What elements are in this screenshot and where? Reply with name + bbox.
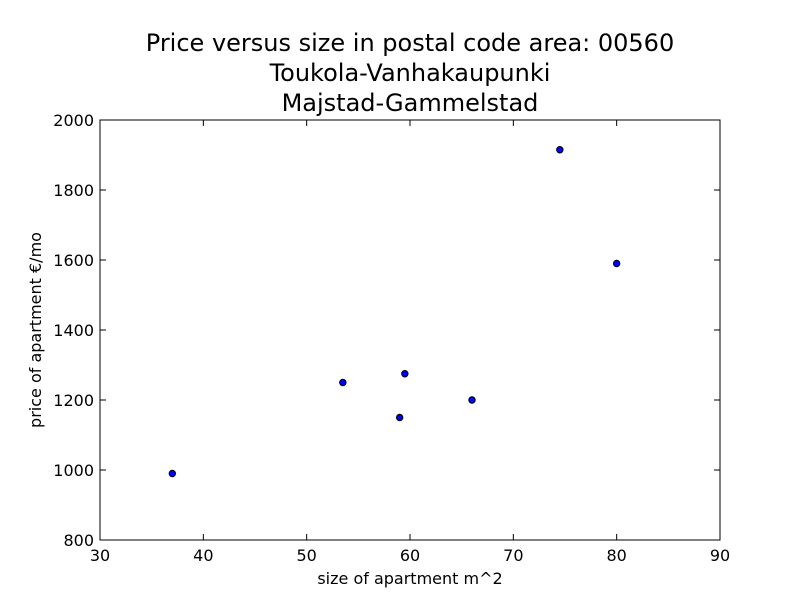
y-tick-label: 1000 <box>53 461 94 480</box>
x-ticks-group: 30 40 50 60 70 80 90 <box>90 120 730 565</box>
chart-title-line-2: Toukola-Vanhakaupunki <box>269 59 551 87</box>
data-point <box>395 413 404 422</box>
y-ticks-group: 800 1000 1200 1400 1600 1800 2000 <box>53 111 720 550</box>
y-tick-label: 1200 <box>53 391 94 410</box>
y-axis-label: price of apartment €/mo <box>26 232 45 428</box>
y-tick-label: 1800 <box>53 181 94 200</box>
chart-title-line-3: Majstad-Gammelstad <box>281 89 539 117</box>
x-tick-label: 80 <box>606 546 626 565</box>
x-axis-label: size of apartment m^2 <box>317 569 502 588</box>
data-point <box>339 378 347 387</box>
x-tick-label: 30 <box>90 546 110 565</box>
chart-title: Price versus size in postal code area: 0… <box>0 28 800 118</box>
data-point <box>556 146 564 154</box>
axes-frame-group <box>99 119 721 541</box>
y-tick-label: 2000 <box>53 111 94 130</box>
data-point <box>168 469 177 478</box>
data-points-group <box>168 146 621 478</box>
y-tick-label: 1600 <box>53 251 94 270</box>
x-tick-label: 40 <box>193 546 213 565</box>
data-point <box>468 396 476 404</box>
chart-title-line-1: Price versus size in postal code area: 0… <box>145 29 675 57</box>
data-point <box>401 370 409 378</box>
x-tick-label: 60 <box>400 546 420 565</box>
x-tick-label: 70 <box>503 546 523 565</box>
x-tick-label: 90 <box>710 546 730 565</box>
data-point <box>612 259 621 268</box>
axes-frame <box>99 119 721 541</box>
x-tick-label: 50 <box>296 546 316 565</box>
y-tick-label: 800 <box>63 531 94 550</box>
y-tick-label: 1400 <box>53 321 94 340</box>
